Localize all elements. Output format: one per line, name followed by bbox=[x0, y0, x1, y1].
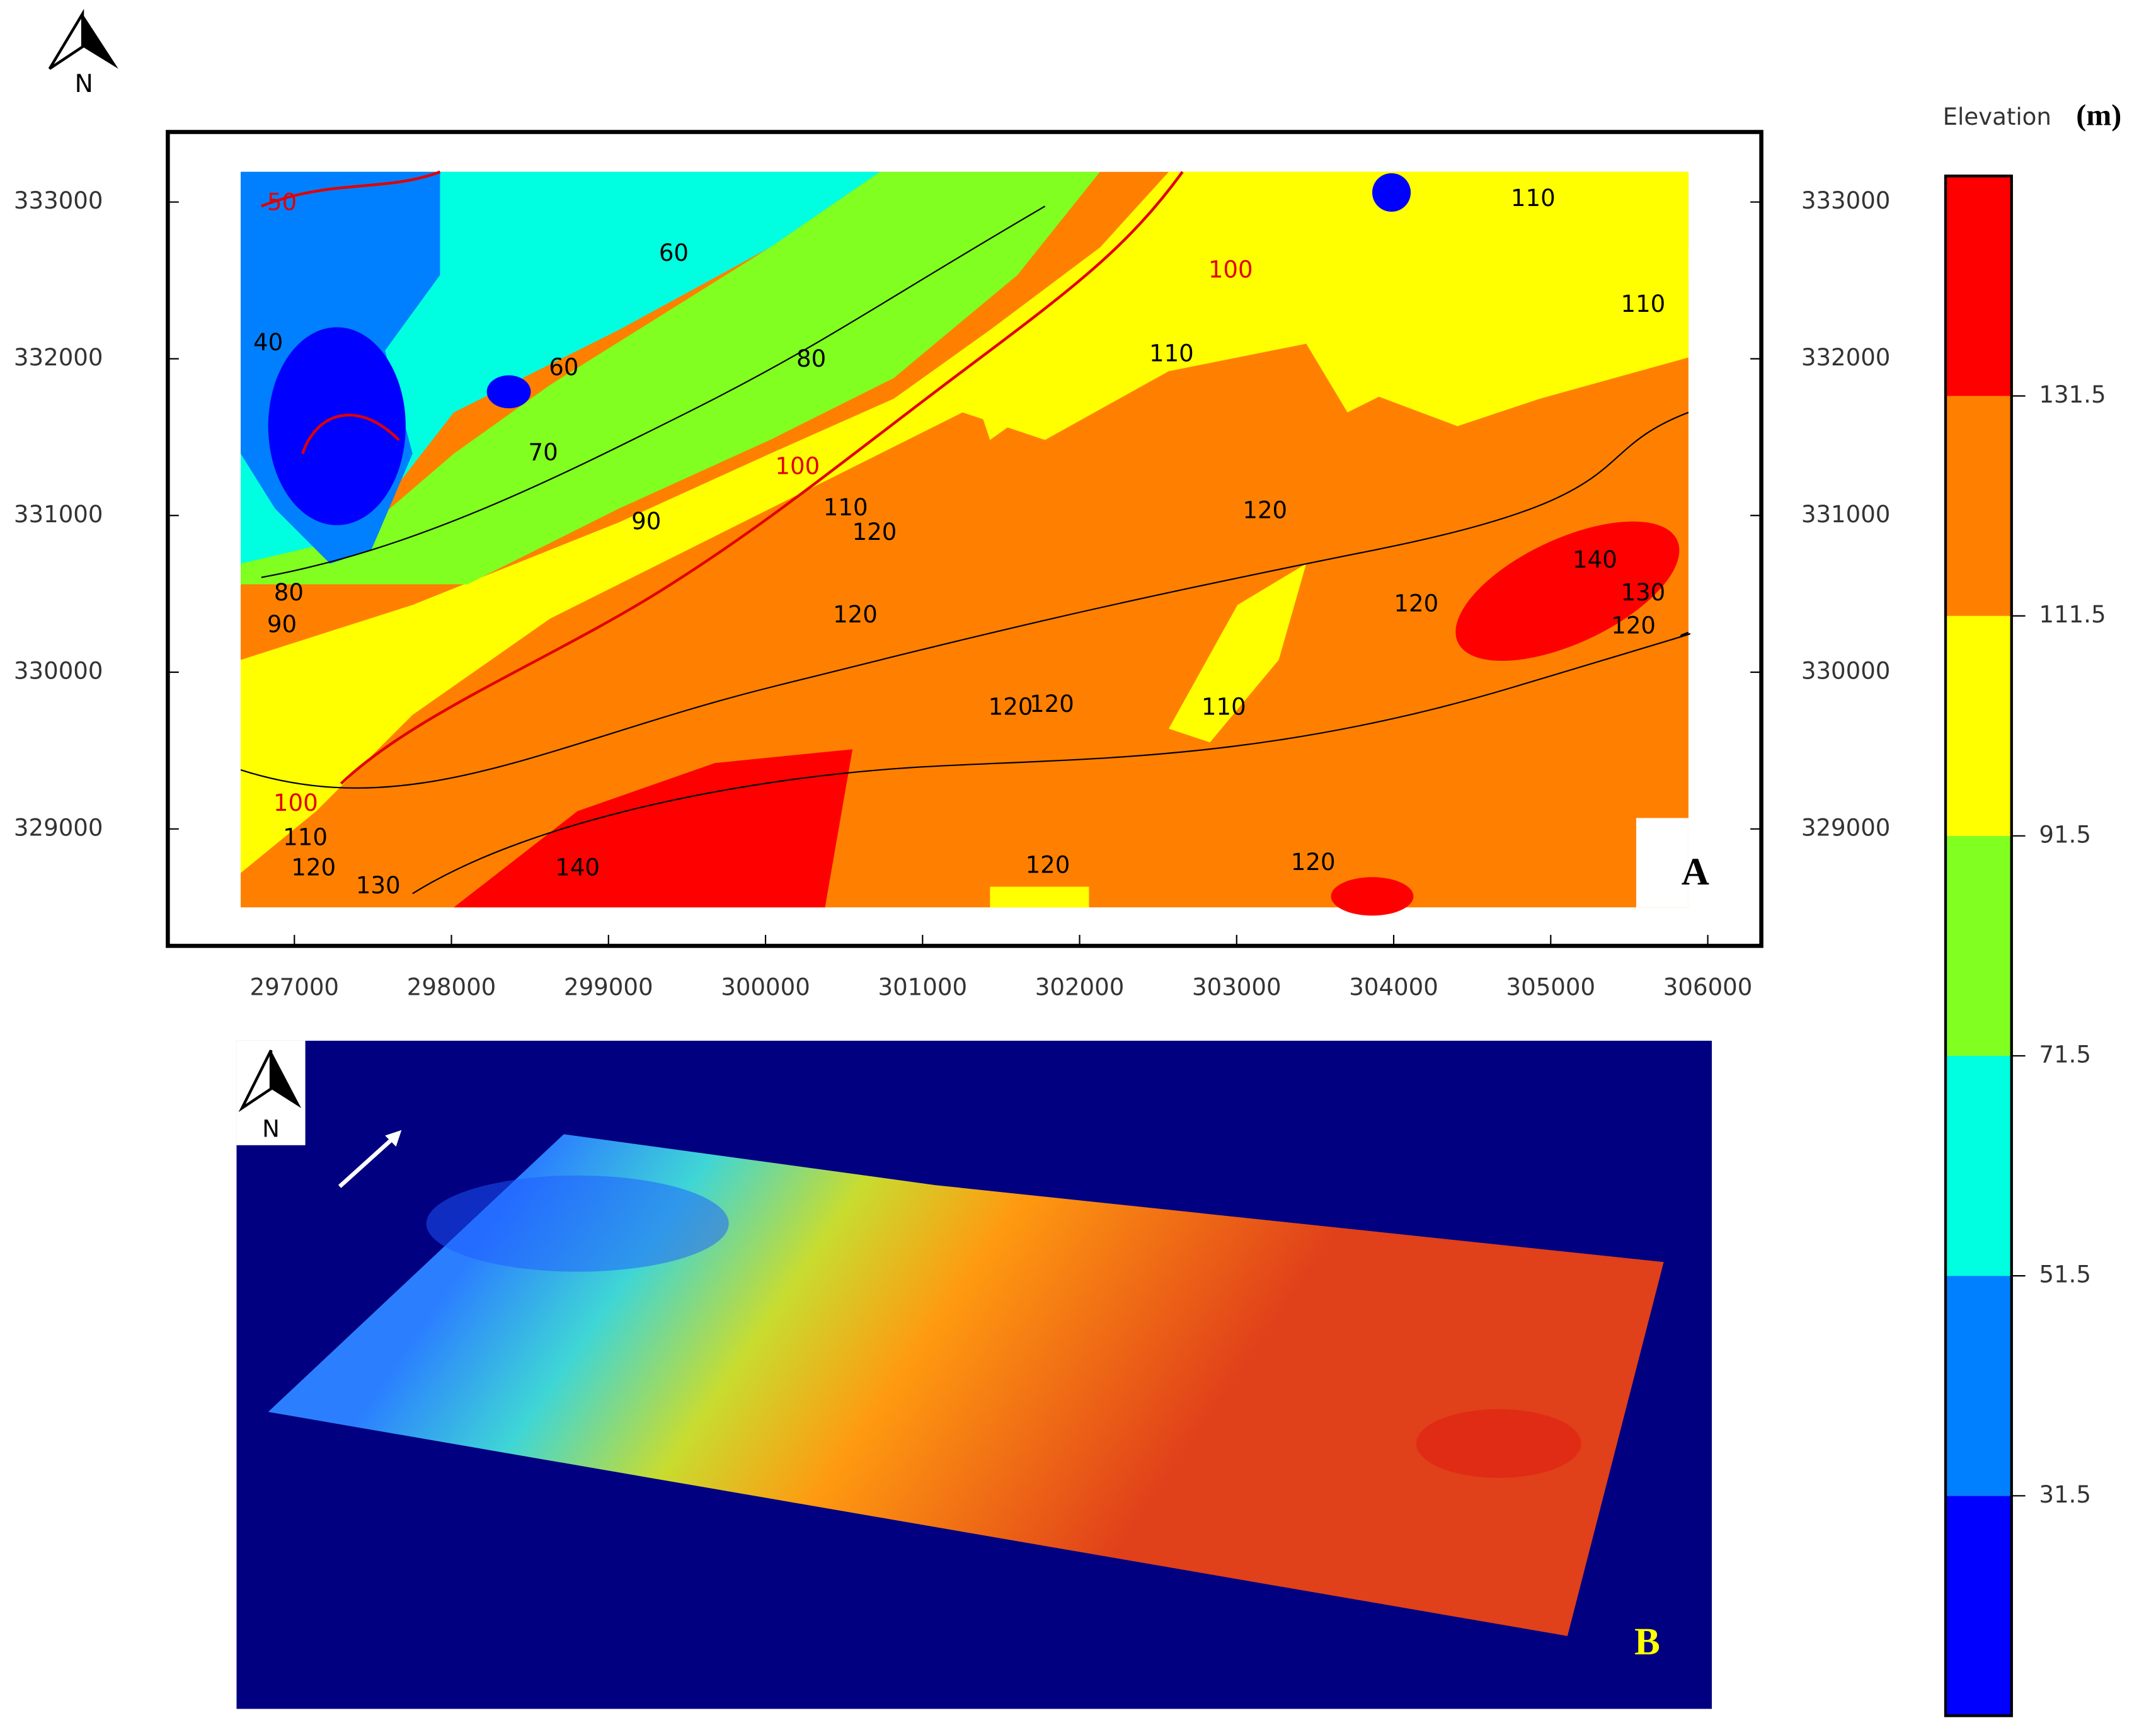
y-tick-label: 332000 bbox=[14, 344, 103, 371]
contour-label: 110 bbox=[823, 494, 868, 521]
panel-label: B bbox=[1634, 1621, 1660, 1663]
contour-label: 120 bbox=[291, 854, 336, 881]
colorbar-band bbox=[1946, 616, 2012, 836]
colorbar-tick-label: 131.5 bbox=[2039, 381, 2106, 408]
x-tick-label: 297000 bbox=[249, 974, 339, 1001]
x-tick-label: 306000 bbox=[1663, 974, 1753, 1001]
x-tick-label: 301000 bbox=[878, 974, 968, 1001]
contour-label: 80 bbox=[796, 345, 826, 372]
x-tick-label: 305000 bbox=[1506, 974, 1596, 1001]
x-tick-label: 304000 bbox=[1349, 974, 1438, 1001]
colorbar-tick-label: 51.5 bbox=[2039, 1261, 2091, 1288]
y-tick-label: 330000 bbox=[1801, 658, 1891, 685]
contour-label: 140 bbox=[1573, 546, 1617, 573]
contour-label: 70 bbox=[529, 439, 558, 466]
contour-label: 130 bbox=[1621, 579, 1666, 606]
colorbar-tick-label: 111.5 bbox=[2039, 601, 2106, 628]
contour-label: 140 bbox=[555, 854, 600, 881]
north-arrow: N bbox=[48, 8, 118, 98]
contour-label: 120 bbox=[989, 693, 1033, 720]
colorbar-tick-label: 31.5 bbox=[2039, 1481, 2091, 1508]
y-tick-label: 331000 bbox=[1801, 501, 1891, 528]
colorbar: Elevation (m) 31.5 51.5 71.5 91.5 111.5 131.5 bbox=[1943, 99, 2121, 1717]
contour-label: 120 bbox=[1242, 496, 1287, 524]
contour-label: 100 bbox=[1208, 256, 1253, 283]
contour-label: 110 bbox=[1511, 185, 1556, 212]
colorbar-band bbox=[1946, 1055, 2012, 1276]
y-tick-label: 333000 bbox=[1801, 187, 1891, 214]
contour-label: 120 bbox=[1394, 590, 1438, 617]
contour-label: 50 bbox=[267, 188, 297, 215]
contour-label: 130 bbox=[356, 872, 401, 899]
contour-label: 120 bbox=[833, 601, 878, 628]
x-tick-label: 303000 bbox=[1192, 974, 1282, 1001]
contour-label: 90 bbox=[267, 610, 297, 638]
contour-label: 120 bbox=[1026, 851, 1070, 878]
contour-label: 90 bbox=[631, 508, 661, 535]
contour-label: 60 bbox=[549, 353, 578, 381]
colorbar-band bbox=[1946, 396, 2012, 616]
y-tick-label: 329000 bbox=[1801, 814, 1891, 841]
north-label: N bbox=[75, 70, 93, 98]
contour-label: 110 bbox=[283, 824, 328, 851]
contour-label: 110 bbox=[1149, 340, 1194, 367]
contour-label: 120 bbox=[852, 518, 897, 546]
y-tick-label: 329000 bbox=[14, 814, 103, 841]
x-tick-label: 299000 bbox=[564, 974, 653, 1001]
contour-label: 110 bbox=[1201, 693, 1246, 720]
x-tick-label: 302000 bbox=[1035, 974, 1125, 1001]
colorbar-title: Elevation bbox=[1943, 103, 2051, 130]
contour-label: 120 bbox=[1611, 612, 1656, 639]
contour-label: 40 bbox=[253, 329, 283, 356]
surface-view: N B bbox=[236, 1040, 1712, 1709]
contour-label: 110 bbox=[1621, 290, 1666, 318]
colorbar-band bbox=[1946, 176, 2012, 396]
y-tick-label: 330000 bbox=[14, 658, 103, 685]
colorbar-band bbox=[1946, 1276, 2012, 1496]
colorbar-tick-label: 91.5 bbox=[2039, 821, 2091, 848]
colorbar-unit: (m) bbox=[2076, 99, 2121, 132]
contour-label: 120 bbox=[1291, 849, 1336, 876]
contour-label: 80 bbox=[274, 579, 304, 606]
contour-label: 100 bbox=[273, 789, 318, 816]
colorbar-band bbox=[1946, 1496, 2012, 1716]
y-tick-label: 332000 bbox=[1801, 344, 1891, 371]
contour-label: 120 bbox=[1029, 690, 1074, 718]
panel-label: A bbox=[1682, 851, 1709, 893]
x-tick-label: 300000 bbox=[721, 974, 810, 1001]
contour-label: 60 bbox=[659, 239, 689, 266]
colorbar-band bbox=[1946, 835, 2012, 1056]
colorbar-tick-label: 71.5 bbox=[2039, 1041, 2091, 1068]
colorbar-frame bbox=[1944, 175, 2013, 1717]
north-label: N bbox=[262, 1115, 280, 1142]
x-tick-label: 298000 bbox=[407, 974, 496, 1001]
y-tick-label: 331000 bbox=[14, 501, 103, 528]
y-tick-label: 333000 bbox=[14, 187, 103, 214]
contour-label: 100 bbox=[775, 452, 820, 479]
